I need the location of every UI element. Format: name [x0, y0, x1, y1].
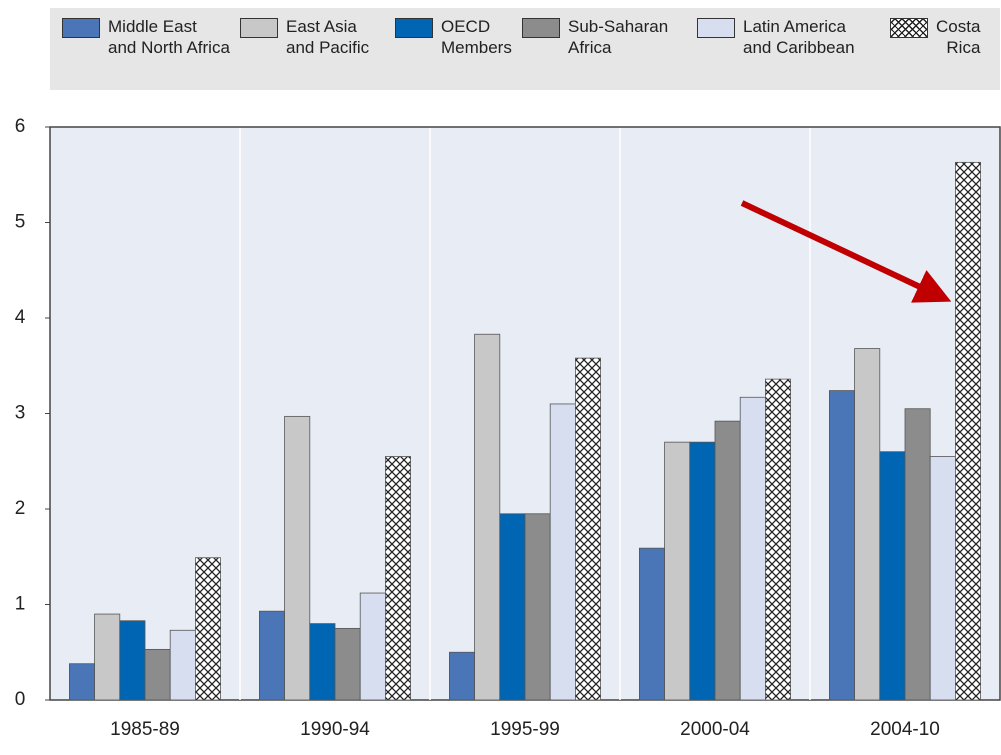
bar: [194, 557, 221, 701]
y-tick-label: 2: [15, 498, 26, 519]
bar: [284, 415, 311, 701]
legend-item: Latin America and Caribbean: [697, 16, 855, 58]
legend-item: OECD Members: [395, 16, 512, 58]
bar: [765, 378, 792, 701]
y-tick-label: 3: [15, 403, 26, 424]
bar: [904, 408, 931, 701]
legend-label: Middle East and North Africa: [108, 17, 230, 57]
bar: [524, 513, 551, 701]
bar: [258, 610, 285, 701]
bar: [739, 396, 766, 701]
x-tick-label: 1995-99: [490, 719, 560, 740]
x-tick-label: 2000-04: [680, 719, 750, 740]
bar: [499, 513, 526, 701]
bar: [714, 420, 741, 701]
legend-item: Costa Rica: [890, 16, 980, 58]
bar: [575, 357, 602, 701]
bar: [334, 627, 361, 701]
legend-item: Sub-Saharan Africa: [522, 16, 668, 58]
legend-label: OECD Members: [441, 17, 512, 57]
y-tick-label: 1: [15, 594, 26, 615]
bar: [448, 651, 475, 701]
legend-item: Middle East and North Africa: [62, 16, 230, 58]
bar: [879, 451, 906, 701]
bar: [309, 623, 336, 701]
legend-label: East Asia and Pacific: [286, 17, 370, 57]
legend-swatch: [890, 18, 928, 38]
bar: [119, 620, 146, 701]
bar: [664, 441, 691, 701]
legend-swatch: [62, 18, 100, 38]
bar: [689, 441, 716, 701]
y-tick-label: 5: [15, 212, 26, 233]
bar: [829, 390, 856, 701]
bar: [549, 403, 576, 701]
legend-item: East Asia and Pacific: [240, 16, 369, 58]
legend-swatch: [522, 18, 560, 38]
y-tick-label: 4: [15, 307, 26, 328]
legend-swatch: [240, 18, 278, 38]
bar: [169, 629, 196, 701]
bar: [474, 333, 501, 701]
legend-label: Costa Rica: [936, 17, 981, 57]
bar: [69, 663, 96, 701]
x-tick-label: 2004-10: [870, 719, 940, 740]
bar: [359, 592, 386, 701]
y-tick-label: 6: [15, 116, 26, 137]
legend-swatch: [395, 18, 433, 38]
x-tick-label: 1990-94: [300, 719, 370, 740]
legend-label: Sub-Saharan Africa: [568, 17, 669, 57]
bar: [144, 648, 171, 701]
legend: Middle East and North Africa East Asia an…: [50, 8, 1000, 90]
annotation-arrow: [740, 200, 952, 303]
legend-swatch: [697, 18, 735, 38]
bar: [854, 348, 881, 701]
legend-label: Latin America and Caribbean: [743, 17, 855, 57]
bar: [639, 547, 666, 701]
bar: [929, 456, 956, 701]
bar: [955, 161, 982, 701]
bar: [94, 613, 121, 701]
x-tick-label: 1985-89: [110, 719, 180, 740]
y-tick-label: 0: [15, 689, 26, 710]
bar: [384, 456, 411, 701]
